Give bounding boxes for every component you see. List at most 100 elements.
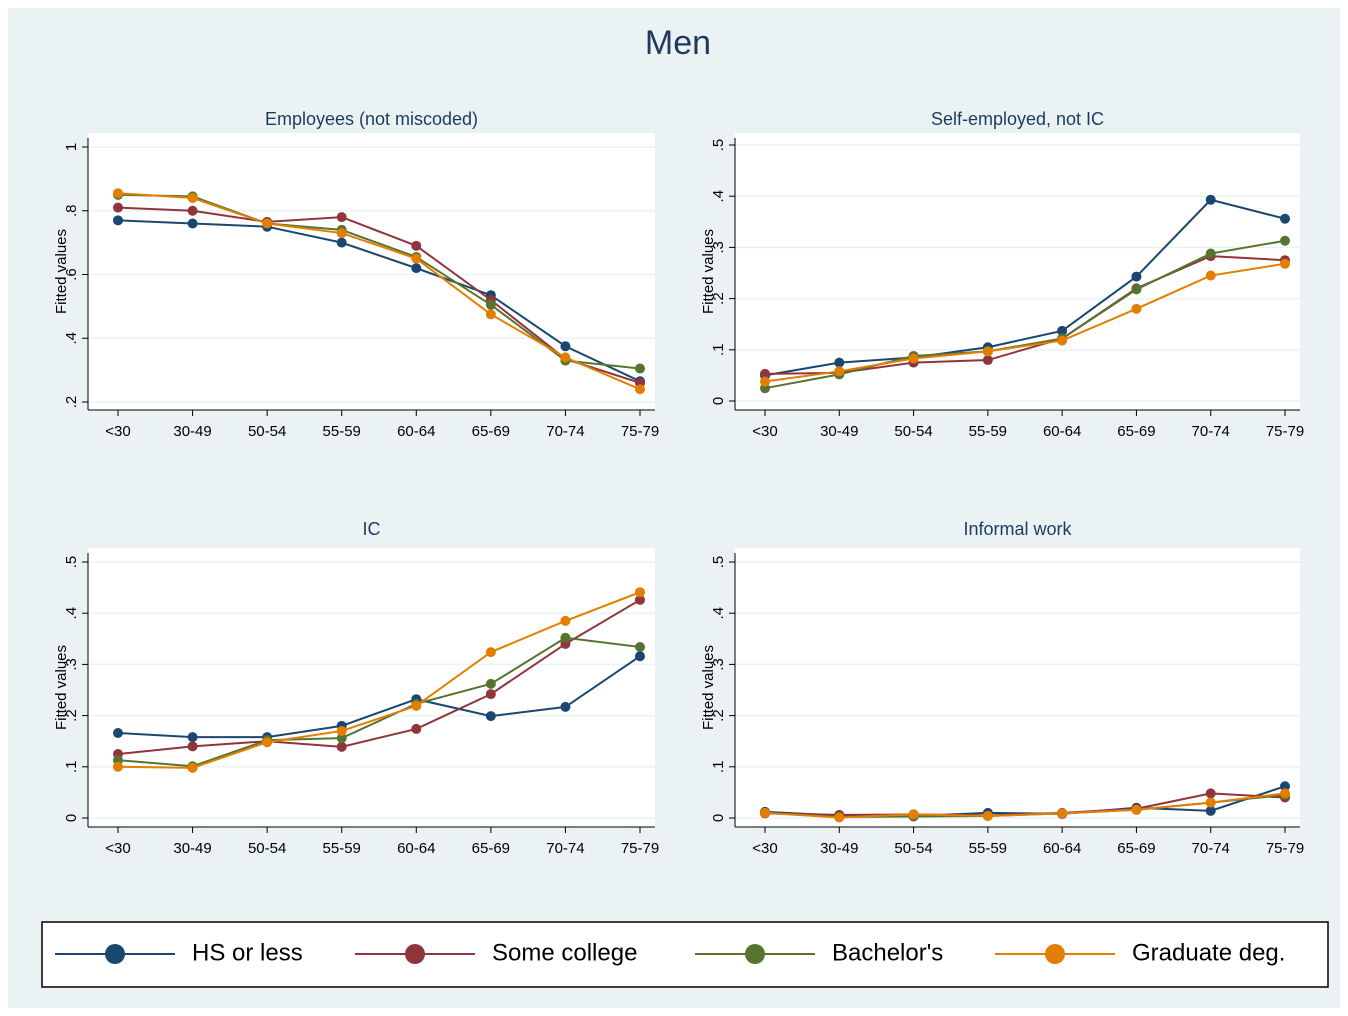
data-point: [635, 363, 645, 374]
data-point: [982, 355, 993, 366]
x-tick-label: 75-79: [1266, 423, 1304, 440]
x-tick-label: 60-64: [397, 423, 435, 440]
plot-area: [88, 133, 655, 410]
x-tick-label: <30: [752, 840, 777, 857]
data-point: [908, 809, 919, 820]
y-tick-label: .3: [710, 241, 727, 254]
series-line: [764, 792, 1286, 819]
y-tick-label: 0: [710, 814, 727, 822]
data-point: [485, 309, 496, 320]
data-point: [411, 723, 422, 734]
plot-area: [88, 548, 655, 827]
data-point: [908, 353, 919, 364]
data-point: [187, 218, 198, 229]
x-tick-label: 30-49: [820, 840, 858, 857]
data-point: [1205, 797, 1216, 808]
y-tick-label: .4: [63, 332, 80, 345]
x-tick-label: 70-74: [546, 423, 584, 440]
y-tick-label: .2: [63, 396, 80, 409]
x-tick-label: 30-49: [173, 423, 211, 440]
y-tick-label: .1: [710, 761, 727, 774]
x-tick-label: 75-79: [621, 423, 659, 440]
data-point: [635, 384, 645, 395]
y-tick-label: .3: [710, 658, 727, 671]
data-point: [187, 193, 198, 203]
data-point: [834, 357, 845, 368]
data-point: [187, 732, 198, 743]
data-point: [560, 352, 571, 363]
x-tick-label: 55-59: [969, 423, 1007, 440]
data-point: [1205, 805, 1216, 816]
x-tick-label: 60-64: [1043, 423, 1081, 440]
data-point: [485, 678, 496, 689]
data-point: [485, 689, 496, 700]
x-tick-label: 50-54: [894, 423, 932, 440]
data-point: [411, 263, 422, 274]
data-point: [635, 651, 645, 662]
x-tick-label: 55-59: [323, 840, 361, 857]
y-tick-label: 0: [63, 814, 80, 822]
data-point: [411, 240, 422, 251]
series-line: [117, 655, 641, 739]
x-tick-label: 65-69: [472, 423, 510, 440]
data-point: [336, 228, 347, 239]
data-point: [982, 346, 993, 357]
y-tick-label: .3: [63, 658, 80, 671]
data-point: [336, 212, 347, 223]
x-tick-label: 55-59: [969, 840, 1007, 857]
data-point: [262, 737, 273, 748]
data-point: [336, 741, 347, 752]
x-tick-label: 50-54: [894, 840, 932, 857]
y-tick-label: .1: [63, 761, 80, 774]
data-point: [1131, 284, 1142, 295]
y-tick-label: .2: [710, 709, 727, 722]
data-point: [560, 632, 571, 643]
x-tick-label: 65-69: [1117, 423, 1155, 440]
series-line: [117, 192, 641, 391]
data-point: [1205, 788, 1216, 799]
y-axis-label: Fitted values: [700, 229, 717, 314]
data-point: [1057, 335, 1068, 346]
data-point: [336, 733, 347, 744]
legend-label: Graduate deg.: [1132, 939, 1285, 966]
series-line: [117, 591, 641, 769]
series-line: [117, 636, 641, 768]
x-tick-label: 65-69: [1117, 840, 1155, 857]
x-tick-label: 75-79: [621, 840, 659, 857]
x-tick-label: 55-59: [323, 423, 361, 440]
y-axis-label: Fitted values: [53, 645, 70, 730]
plot-area: [735, 133, 1300, 410]
legend-marker: [105, 944, 125, 964]
data-point: [635, 587, 645, 598]
data-point: [1280, 788, 1290, 799]
x-tick-label: 30-49: [820, 423, 858, 440]
series-line: [764, 239, 1286, 390]
legend-label: HS or less: [192, 939, 303, 966]
data-point: [113, 761, 123, 772]
data-point: [113, 202, 123, 213]
data-point: [560, 341, 571, 352]
data-point: [187, 205, 198, 216]
x-tick-label: 70-74: [546, 840, 584, 857]
y-tick-label: .2: [63, 709, 80, 722]
legend-label: Bachelor's: [832, 939, 943, 966]
data-point: [834, 812, 845, 823]
y-tick-label: .8: [63, 204, 80, 217]
panel-title: Employees (not miscoded): [265, 109, 478, 129]
x-tick-label: 70-74: [1192, 840, 1230, 857]
x-tick-label: 50-54: [248, 840, 286, 857]
data-point: [187, 741, 198, 752]
data-point: [1205, 248, 1216, 259]
data-point: [113, 728, 123, 739]
data-point: [760, 368, 770, 379]
chart-title: Men: [645, 24, 711, 62]
y-axis-label: Fitted values: [700, 645, 717, 730]
legend-marker: [1045, 944, 1065, 964]
data-point: [113, 188, 123, 199]
x-tick-label: 60-64: [1043, 840, 1081, 857]
data-point: [336, 237, 347, 248]
data-point: [1280, 258, 1290, 269]
data-point: [1057, 808, 1068, 819]
data-point: [485, 647, 496, 658]
